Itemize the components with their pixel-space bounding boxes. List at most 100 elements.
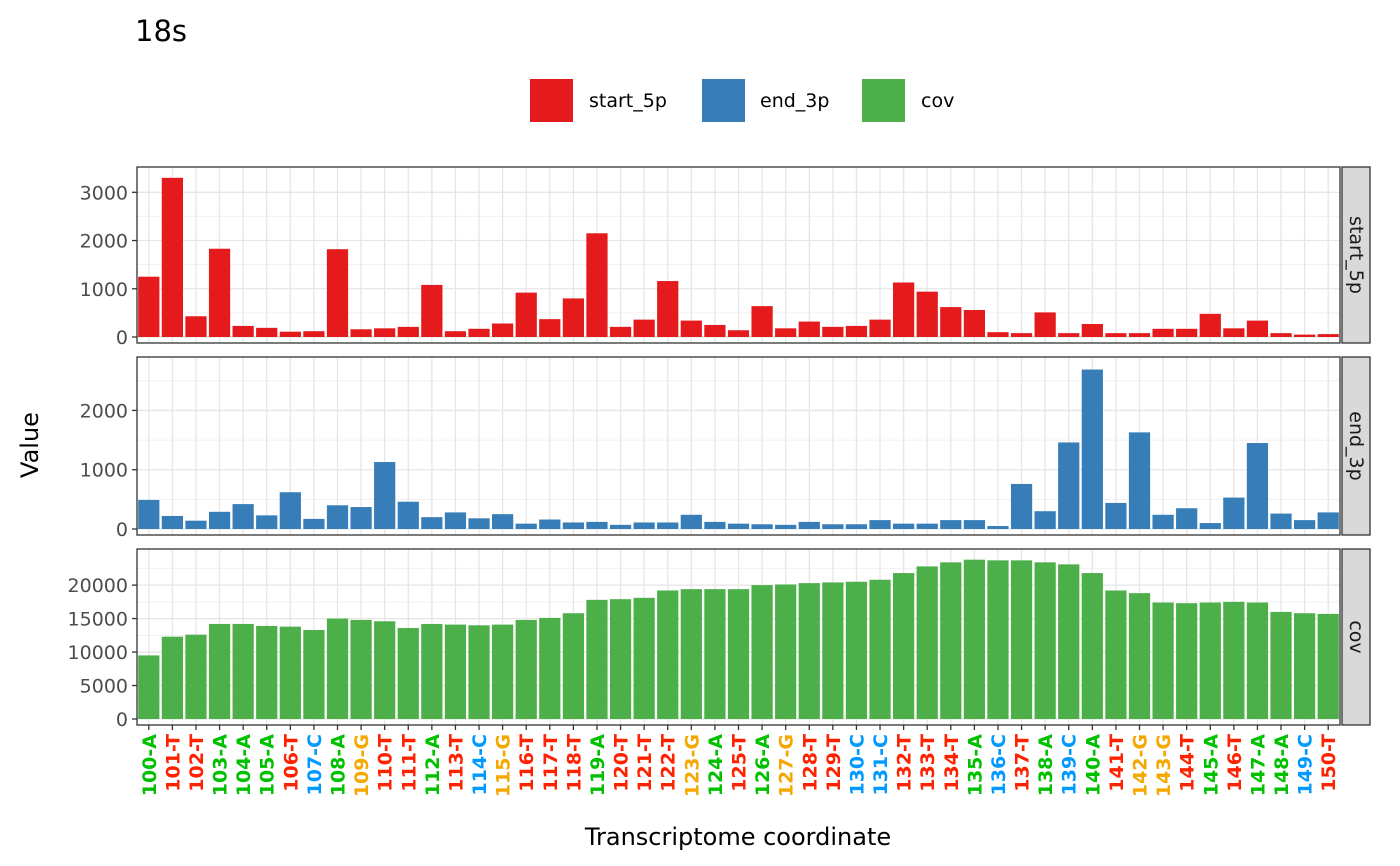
facet-strip-label: start_5p: [1345, 216, 1367, 294]
bar-start_5p-116-T: [515, 292, 537, 337]
x-tick-label-123-G: 123-G: [681, 734, 703, 797]
bar-end_3p-134-T: [940, 520, 962, 529]
bar-cov-140-A: [1081, 573, 1103, 719]
bar-end_3p-112-A: [421, 517, 443, 529]
bar-start_5p-115-G: [492, 323, 514, 337]
bar-start_5p-121-T: [633, 319, 655, 337]
bar-start_5p-131-C: [869, 319, 891, 337]
bar-cov-115-G: [492, 624, 514, 719]
bar-start_5p-135-A: [963, 309, 985, 337]
bar-cov-111-T: [397, 627, 419, 719]
x-tick-label-114-C: 114-C: [469, 734, 491, 796]
bar-cov-136-C: [987, 560, 1009, 719]
bar-start_5p-114-C: [468, 328, 490, 337]
bar-start_5p-117-T: [539, 319, 561, 337]
bar-end_3p-126-A: [751, 524, 773, 529]
bar-end_3p-113-T: [444, 512, 467, 529]
bar-end_3p-137-T: [1010, 483, 1033, 529]
bar-end_3p-138-A: [1034, 511, 1056, 529]
x-tick-label-132-T: 132-T: [894, 734, 916, 792]
x-tick-label-144-T: 144-T: [1177, 734, 1199, 792]
bar-cov-113-T: [444, 624, 467, 719]
bar-end_3p-115-G: [492, 514, 514, 529]
bar-cov-132-T: [893, 573, 915, 719]
legend-key-cov: [862, 79, 905, 122]
bar-end_3p-116-T: [515, 523, 537, 529]
bar-cov-130-C: [845, 581, 868, 719]
bar-cov-122-T: [657, 590, 679, 719]
x-tick-label-135-A: 135-A: [964, 734, 986, 797]
bar-end_3p-104-A: [232, 504, 254, 529]
bar-cov-112-A: [421, 623, 443, 719]
bar-start_5p-105-A: [256, 327, 278, 337]
bar-end_3p-117-T: [539, 519, 561, 529]
bar-start_5p-100-A: [138, 276, 160, 337]
legend-key-start_5p: [530, 79, 573, 122]
bar-start_5p-136-C: [987, 332, 1009, 337]
bar-cov-124-A: [704, 589, 726, 719]
x-tick-label-100-A: 100-A: [139, 734, 161, 797]
bar-cov-108-A: [326, 618, 349, 719]
bar-end_3p-110-T: [374, 462, 396, 529]
x-tick-label-143-G: 143-G: [1153, 734, 1175, 797]
legend-label-cov: cov: [921, 90, 954, 112]
bar-start_5p-102-T: [185, 316, 207, 337]
bar-cov-107-C: [303, 629, 325, 719]
bar-cov-135-A: [963, 559, 985, 719]
bar-cov-127-G: [775, 584, 797, 719]
bar-end_3p-142-G: [1128, 432, 1151, 529]
bar-cov-109-G: [350, 619, 372, 719]
bar-end_3p-146-T: [1223, 497, 1245, 529]
bar-start_5p-145-A: [1199, 313, 1221, 337]
bar-start_5p-149-C: [1294, 334, 1316, 337]
bar-end_3p-106-T: [279, 492, 301, 529]
panel-cov: 0 5000 10000 15000 20000 cov: [68, 548, 1371, 731]
bar-end_3p-133-T: [916, 523, 938, 529]
bar-start_5p-150-T: [1317, 334, 1339, 337]
bar-start_5p-138-A: [1034, 312, 1056, 337]
bar-start_5p-108-A: [326, 249, 349, 337]
bar-end_3p-150-T: [1317, 512, 1339, 529]
legend: start_5p end_3p cov: [530, 79, 954, 122]
y-tick-label: 10000: [68, 642, 128, 664]
bar-start_5p-126-A: [751, 306, 773, 337]
x-tick-label-137-T: 137-T: [1012, 734, 1034, 792]
bar-cov-116-T: [515, 619, 537, 719]
x-tick-label-107-C: 107-C: [304, 734, 326, 796]
x-tick-label-104-A: 104-A: [233, 734, 255, 797]
x-tick-label-109-G: 109-G: [351, 734, 373, 797]
x-tick-label-127-G: 127-G: [776, 734, 798, 797]
panel-start_5p: 0 1000 2000 3000 start_5p: [80, 166, 1371, 349]
bar-cov-143-G: [1152, 602, 1174, 719]
bar-start_5p-134-T: [940, 307, 962, 337]
legend-label-start_5p: start_5p: [589, 90, 667, 112]
y-tick-label: 0: [116, 519, 128, 541]
bar-end_3p-114-C: [468, 518, 490, 529]
bar-cov-119-A: [586, 599, 608, 719]
x-tick-label-101-T: 101-T: [162, 734, 184, 792]
chart-title: 18s: [135, 14, 187, 48]
bar-start_5p-120-T: [609, 326, 632, 337]
bar-start_5p-104-A: [232, 325, 254, 337]
bar-cov-145-A: [1199, 602, 1221, 719]
x-axis-title: Transcriptome coordinate: [584, 823, 891, 851]
x-tick-label-118-T: 118-T: [563, 734, 585, 792]
bar-start_5p-144-T: [1176, 328, 1198, 337]
bar-start_5p-106-T: [279, 331, 301, 337]
bar-start_5p-110-T: [374, 328, 396, 337]
x-tick-label-131-C: 131-C: [870, 734, 892, 796]
bar-start_5p-129-T: [822, 326, 844, 337]
bar-end_3p-111-T: [397, 501, 419, 529]
bar-end_3p-120-T: [609, 524, 632, 529]
x-tick-label-116-T: 116-T: [516, 734, 538, 792]
bar-end_3p-127-G: [775, 524, 797, 529]
bar-end_3p-129-T: [822, 524, 844, 529]
x-tick-label-136-C: 136-C: [988, 734, 1010, 796]
bar-start_5p-143-G: [1152, 328, 1174, 337]
bar-start_5p-133-T: [916, 291, 938, 337]
bar-cov-120-T: [609, 599, 632, 719]
facet-strip-start_5p: [1341, 166, 1371, 344]
bar-end_3p-103-A: [208, 511, 231, 529]
x-tick-label-103-A: 103-A: [210, 734, 232, 797]
